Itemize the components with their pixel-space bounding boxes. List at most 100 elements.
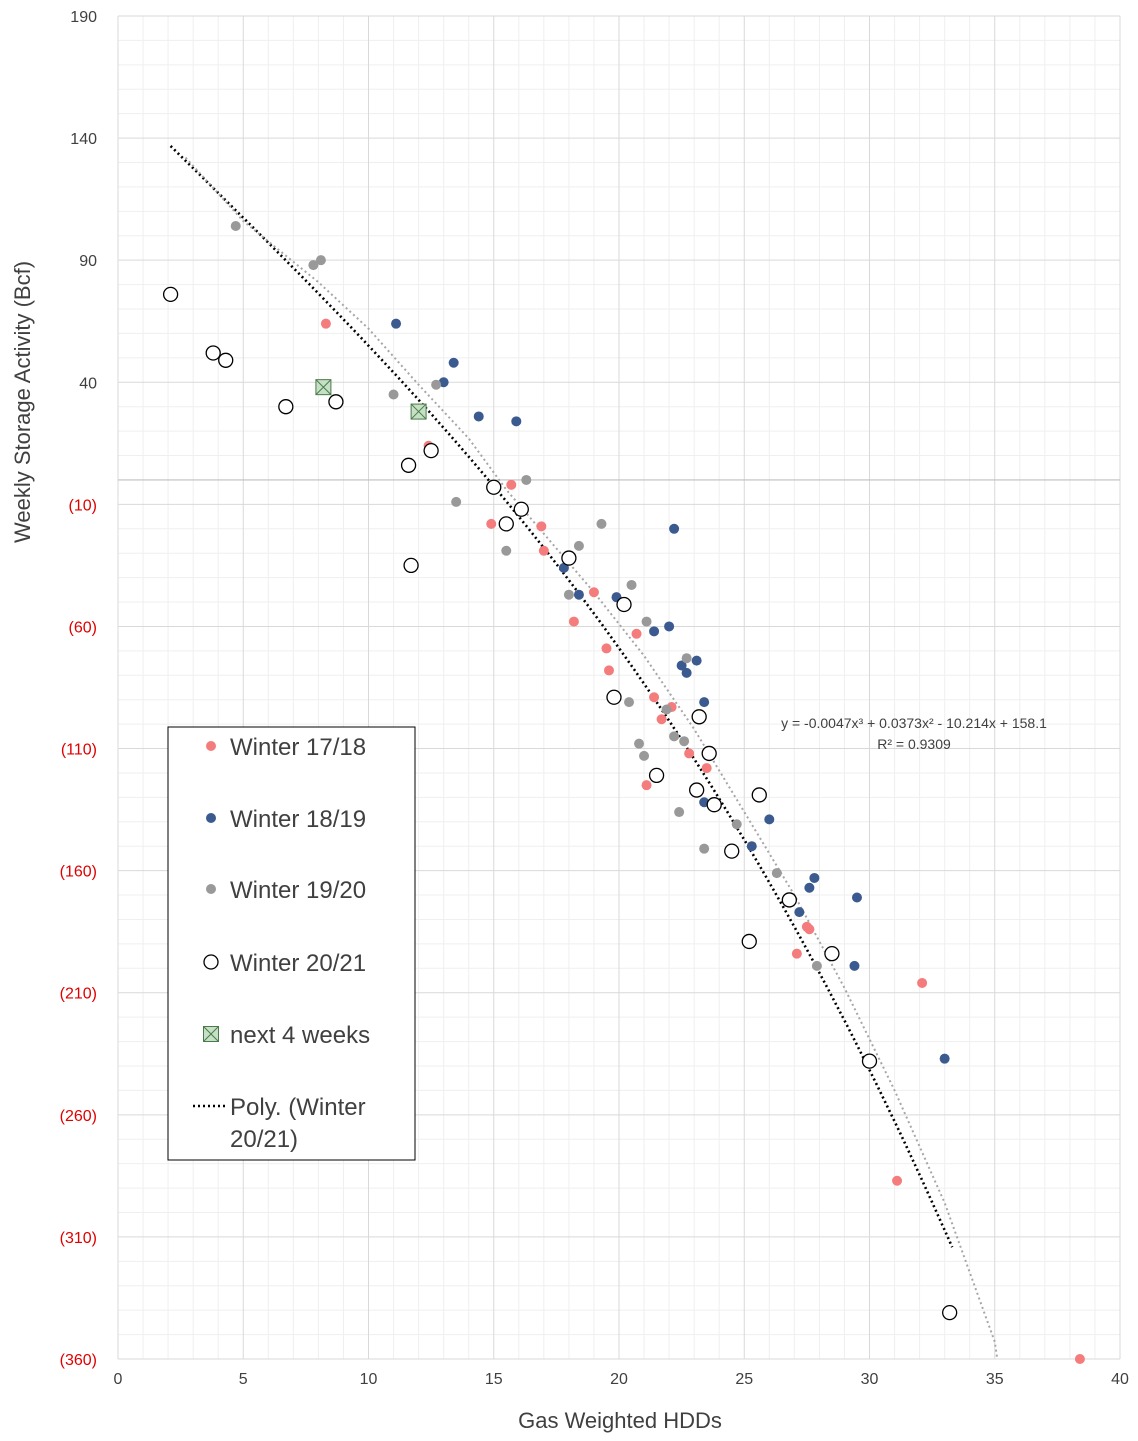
point-winter-20-21 [218, 352, 234, 368]
point-winter-19-20 [624, 697, 635, 708]
point-winter-17-18 [536, 521, 547, 532]
legend-marker [203, 954, 219, 970]
point-winter-20-21 [400, 457, 417, 473]
series-winter-17-18 [320, 318, 1085, 1364]
point-winter-20-21 [824, 946, 840, 962]
point-winter-20-21 [561, 550, 577, 566]
marker-cross [203, 1026, 219, 1042]
point-winter-17-18 [641, 780, 652, 791]
series-winter-19-20 [230, 220, 822, 971]
point-winter-17-18 [656, 714, 667, 725]
marker-cross [315, 379, 332, 396]
point-winter-17-18 [568, 616, 579, 627]
point-winter-18-19 [473, 411, 484, 422]
y-tick-label: (210) [60, 986, 97, 1003]
point-winter-18-19 [438, 377, 449, 388]
point-winter-20-21 [606, 689, 622, 705]
point-winter-17-18 [631, 628, 642, 639]
legend-label: 20/21) [230, 1126, 298, 1153]
major-gridlines [117, 15, 1121, 1360]
point-winter-18-19 [573, 589, 584, 600]
point-winter-18-19 [804, 882, 815, 893]
point-winter-18-19 [699, 697, 710, 708]
point-winter-17-18 [791, 948, 802, 959]
legend-marker [206, 741, 216, 751]
point-winter-19-20 [451, 496, 462, 507]
point-winter-19-20 [661, 704, 672, 715]
point-winter-19-20 [811, 960, 822, 971]
x-tick-label: 5 [239, 1371, 248, 1388]
point-winter-20-21 [513, 501, 529, 517]
point-winter-19-20 [641, 616, 652, 627]
point-winter-17-18 [917, 977, 928, 988]
point-winter-20-21 [706, 797, 722, 813]
y-tick-label: (110) [61, 742, 97, 759]
x-tick-label: 0 [114, 1371, 123, 1388]
point-winter-20-21 [724, 843, 740, 859]
legend-label: Winter 20/21 [230, 950, 366, 977]
y-tick-label: 140 [70, 131, 97, 148]
point-winter-19-20 [771, 868, 782, 879]
point-winter-20-21 [942, 1304, 958, 1321]
point-winter-18-19 [681, 667, 692, 678]
point-winter-20-21 [781, 892, 797, 908]
legend-label: Winter 19/20 [230, 877, 366, 904]
point-winter-19-20 [563, 589, 574, 600]
trendline-poly-winter-20-21 [169, 145, 954, 1248]
legend: Winter 17/18 Winter 18/19 Winter 19/20 Wint… [167, 726, 416, 1161]
point-winter-17-18 [804, 924, 815, 935]
point-winter-19-20 [699, 843, 710, 854]
point-winter-19-20 [230, 220, 241, 231]
point-winter-17-18 [701, 763, 712, 774]
y-tick-label: 190 [70, 9, 97, 26]
point-winter-17-18 [684, 748, 695, 759]
y-axis-ticks: 190 140 90 40 (10) (60) (110) (160) (210) (260) (3… [60, 9, 97, 1369]
x-tick-label: 30 [861, 1371, 879, 1388]
point-winter-20-21 [162, 286, 179, 303]
x-tick-label: 40 [1111, 1371, 1129, 1388]
point-winter-18-19 [669, 523, 680, 534]
point-winter-20-21 [691, 709, 707, 725]
y-axis-title: Weekly Storage Activity (Bcf) [10, 261, 35, 543]
trendlines [169, 145, 999, 1360]
point-winter-20-21 [689, 782, 705, 798]
point-winter-19-20 [731, 819, 742, 830]
point-winter-18-19 [511, 416, 522, 427]
point-winter-18-19 [851, 892, 862, 903]
point-winter-19-20 [315, 255, 326, 266]
point-winter-19-20 [681, 653, 692, 664]
point-winter-18-19 [691, 655, 702, 666]
trendline-equation: y = -0.0047x³ + 0.0373x² - 10.214x + 158… [781, 715, 1047, 731]
trendline-gray-dotted [184, 156, 999, 1360]
point-winter-18-19 [849, 960, 860, 971]
point-winter-18-19 [746, 841, 757, 852]
point-winter-20-21 [741, 933, 757, 950]
point-winter-19-20 [521, 474, 532, 485]
trendline-r-squared: R² = 0.9309 [877, 736, 951, 752]
y-tick-label: (60) [69, 619, 97, 636]
legend-marker [206, 813, 216, 823]
point-winter-19-20 [501, 545, 512, 556]
y-tick-label: (360) [60, 1352, 97, 1369]
point-winter-18-19 [649, 626, 660, 637]
marker-cross [410, 403, 427, 420]
point-winter-19-20 [308, 260, 319, 271]
point-winter-17-18 [486, 518, 497, 529]
point-winter-20-21 [423, 442, 439, 459]
point-winter-19-20 [388, 389, 399, 400]
point-winter-19-20 [679, 736, 690, 747]
series-winter-18-19 [391, 318, 950, 1064]
x-tick-label: 25 [735, 1371, 753, 1388]
point-winter-17-18 [320, 318, 331, 329]
point-winter-20-21 [616, 596, 632, 613]
point-winter-17-18 [538, 545, 549, 556]
point-winter-18-19 [794, 907, 805, 918]
point-winter-19-20 [626, 579, 637, 590]
point-winter-19-20 [573, 540, 584, 551]
series-winter-20-21 [162, 286, 958, 1321]
point-winter-19-20 [596, 518, 607, 529]
point-winter-20-21 [403, 557, 419, 574]
point-winter-18-19 [764, 814, 775, 825]
x-axis-ticks: 0 5 10 15 20 25 30 35 40 [114, 1371, 1129, 1388]
